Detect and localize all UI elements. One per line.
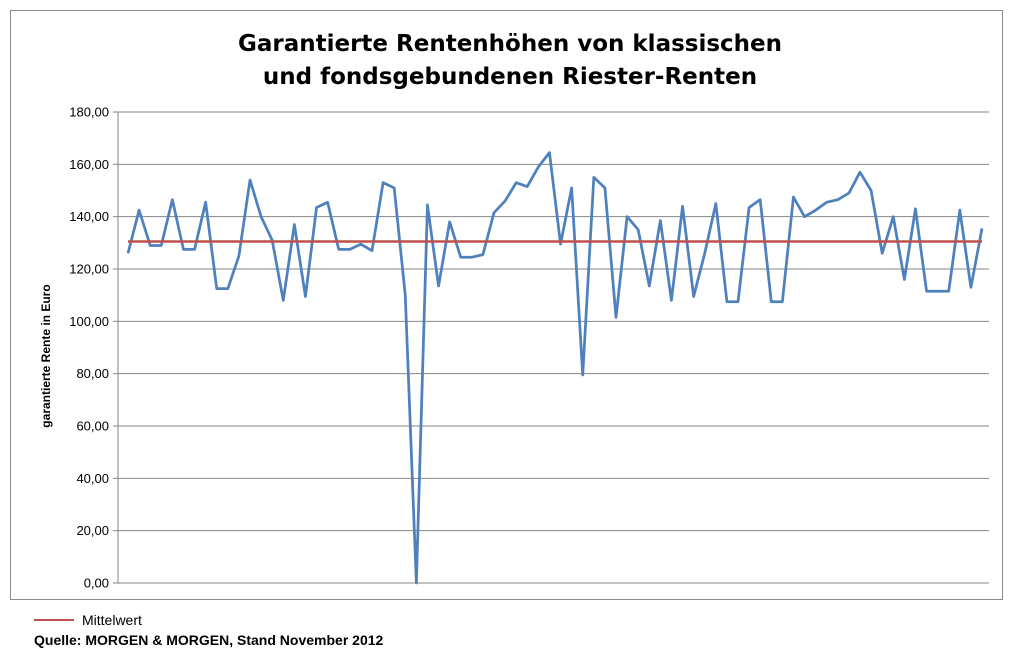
- y-axis-label: garantierte Rente in Euro: [39, 284, 53, 427]
- series-line-rentenhoehe: [126, 151, 984, 585]
- y-tick-label: 40,00: [76, 471, 109, 486]
- chart-frame: Garantierte Rentenhöhen von klassischen …: [10, 10, 1003, 600]
- series-layer: [126, 151, 984, 585]
- y-tick-label: 80,00: [76, 366, 109, 381]
- chart-title-line-1: Garantierte Rentenhöhen von klassischen: [238, 31, 782, 57]
- y-tick-label: 100,00: [69, 314, 109, 329]
- chart-title-line-2: und fondsgebundenen Riester-Renten: [263, 64, 757, 90]
- y-tick-label: 180,00: [69, 105, 109, 120]
- y-tick-label: 140,00: [69, 209, 109, 224]
- y-tick-label: 20,00: [76, 523, 109, 538]
- line-chart: Garantierte Rentenhöhen von klassischen …: [39, 31, 989, 591]
- y-tick-label: 160,00: [69, 157, 109, 172]
- y-tick-label: 120,00: [69, 262, 109, 277]
- y-axis-ticks: 0,00 20,00 40,00 60,00 80,00 100,00 120,00 140,…: [69, 105, 118, 591]
- y-tick-label: 60,00: [76, 419, 109, 434]
- legend-label-mittelwert: Mittelwert: [82, 612, 142, 628]
- legend-swatch-mittelwert: [34, 619, 74, 621]
- y-tick-label: 0,00: [84, 576, 109, 591]
- source-note: Quelle: MORGEN & MORGEN, Stand November …: [34, 632, 384, 648]
- gridlines: [118, 111, 989, 584]
- legend: Mittelwert: [34, 612, 142, 628]
